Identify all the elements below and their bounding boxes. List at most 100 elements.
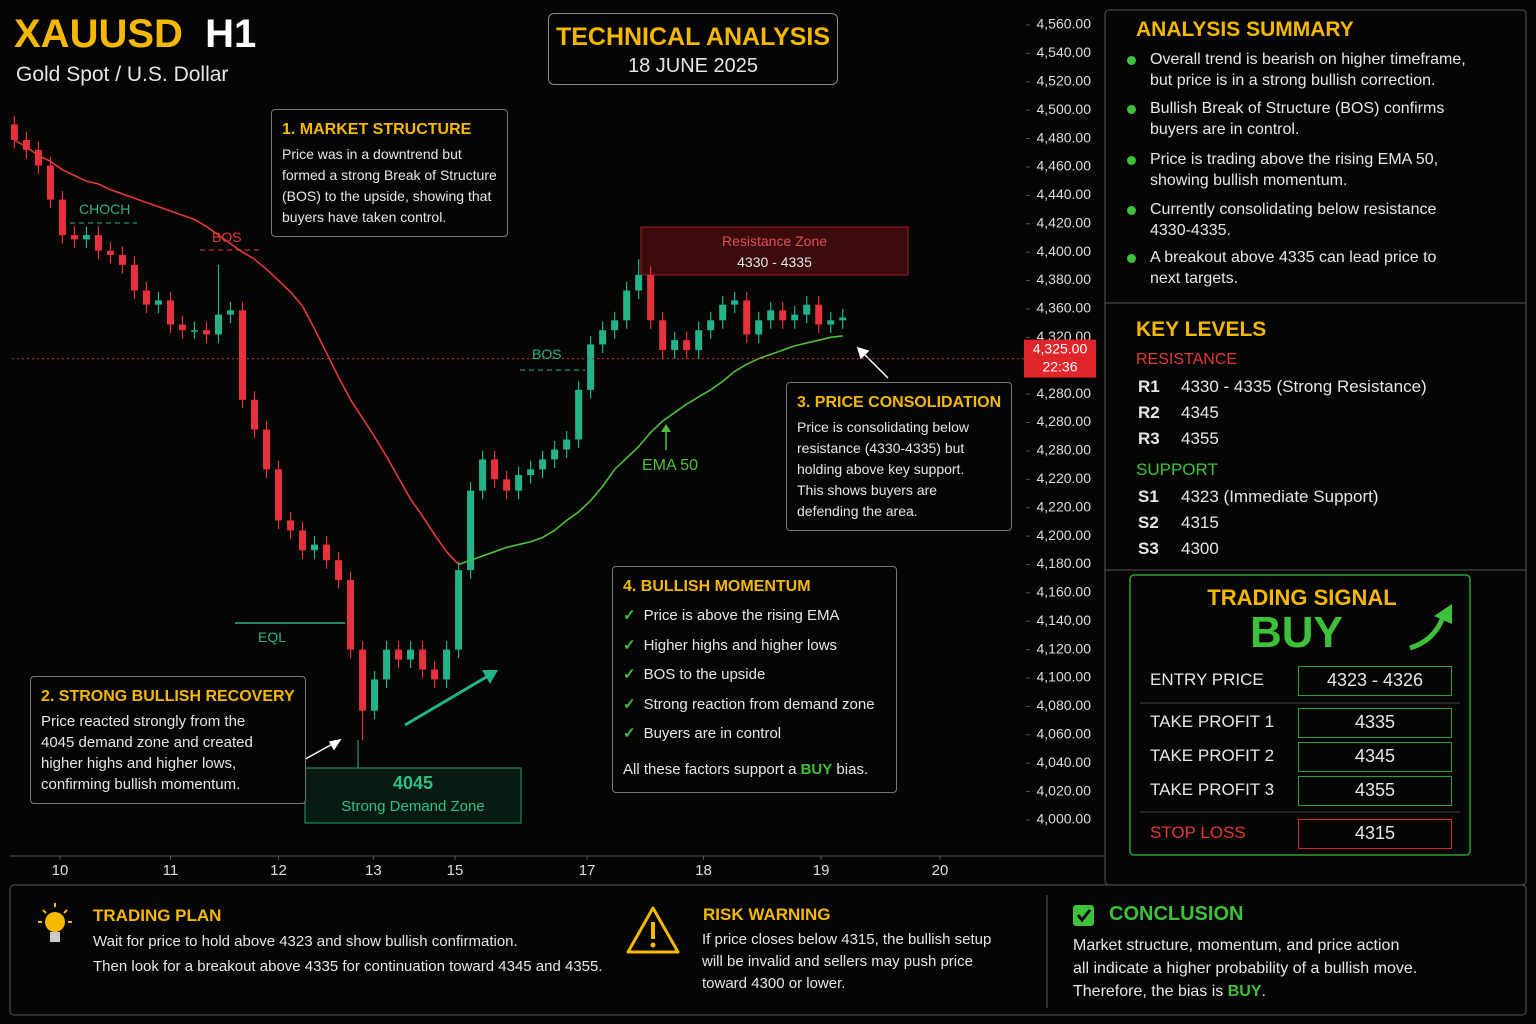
check-item: ✓ Buyers are in control [623, 725, 782, 742]
check-text: BOS to the upside [643, 666, 766, 683]
note-title: 4. BULLISH MOMENTUM [623, 578, 811, 595]
candle-body [46, 165, 54, 200]
risk-title: RISK WARNING [703, 905, 831, 924]
level-text: 4345 [1181, 403, 1219, 422]
ema-arrow-head [661, 424, 671, 432]
y-tick-label: 4,180.00 [1037, 555, 1092, 571]
signal-title: TRADING SIGNAL [1207, 585, 1397, 610]
summary-item: A breakout above 4335 can lead price to n… [1150, 247, 1436, 289]
y-tick-label: 4,500.00 [1037, 101, 1092, 117]
candle-body [827, 320, 835, 325]
line: next targets. [1150, 270, 1239, 287]
candle-body [647, 274, 655, 321]
plan-title: TRADING PLAN [93, 906, 222, 925]
y-tick-label: 4,420.00 [1037, 214, 1092, 230]
buy: BUY [1227, 983, 1262, 1000]
candle-body [443, 649, 451, 680]
y-tick-label: 4,480.00 [1037, 129, 1092, 145]
x-tick-label: 17 [579, 862, 596, 879]
risk-line: toward 4300 or lower. [702, 975, 846, 992]
line: A breakout above 4335 can lead price to [1150, 249, 1437, 266]
candle-body [683, 340, 691, 351]
candle-body [551, 449, 559, 460]
candle-body [539, 459, 547, 470]
check-icon [1073, 905, 1094, 926]
y-tick-label: 4,540.00 [1037, 44, 1092, 60]
signal-label: TAKE PROFIT 1 [1150, 712, 1275, 731]
candle-body [515, 475, 523, 491]
x-tick-label: 11 [163, 862, 179, 879]
y-tick-label: 4,460.00 [1037, 158, 1092, 174]
resistance-heading: RESISTANCE [1136, 351, 1238, 368]
candle-body [635, 274, 643, 291]
candle-body [659, 320, 667, 351]
signal-value: 4355 [1298, 776, 1452, 806]
key-levels-title: KEY LEVELS [1136, 318, 1267, 341]
y-tick-label: 4,280.00 [1037, 385, 1092, 401]
candle-body [275, 469, 283, 521]
summary-item: Price is trading above the rising EMA 50… [1150, 149, 1438, 191]
y-tick-label: 4,400.00 [1037, 243, 1092, 259]
candle-body [503, 479, 511, 491]
note-box: 4. BULLISH MOMENTUM ✓ Price is above the … [612, 566, 897, 793]
candle-body [94, 235, 102, 251]
bullet [1127, 254, 1136, 263]
candle-body [407, 649, 415, 660]
x-tick-label: 10 [52, 862, 69, 879]
note-line: confirming bullish momentum. [41, 776, 241, 793]
candle-body [130, 264, 138, 291]
y-tick-label: 4,280.00 [1037, 413, 1092, 429]
y-tick-label: 4,520.00 [1037, 72, 1092, 88]
conclusion-line: all indicate a higher probability of a b… [1073, 960, 1418, 977]
signal-value: 4335 [1298, 708, 1452, 738]
candle-body [383, 649, 391, 680]
title: TECHNICAL ANALYSIS [555, 23, 831, 51]
y-tick-label: 4,560.00 [1037, 16, 1092, 32]
candle-body [479, 459, 487, 491]
note-box: 2. STRONG BULLISH RECOVERY Price reacted… [30, 676, 306, 804]
level-text: 4323 (Immediate Support) [1181, 487, 1379, 506]
candle-body [106, 250, 114, 255]
candle-body [34, 149, 42, 166]
note-title: 1. MARKET STRUCTURE [282, 121, 472, 138]
check-item: ✓ Strong reaction from demand zone [623, 695, 875, 713]
note-title: 3. PRICE CONSOLIDATION [797, 394, 1002, 411]
candle-body [695, 330, 703, 351]
moving-average [458, 335, 843, 566]
candle-body [311, 544, 319, 551]
title-box: TECHNICAL ANALYSIS 18 JUNE 2025 [548, 13, 838, 85]
candle-body [178, 324, 186, 331]
candle-body [491, 459, 499, 480]
text: Therefore, the bias is [1073, 983, 1228, 1000]
candle-body [190, 330, 198, 332]
note-line: This shows buyers are [797, 482, 938, 498]
plan-line: Wait for price to hold above 4323 and sh… [93, 933, 518, 950]
trend-arrow [404, 674, 489, 727]
note-line: holding above key support. [797, 461, 965, 477]
date: 18 JUNE 2025 [627, 55, 759, 77]
bos-label: BOS [532, 346, 562, 362]
demand-level: 4045 [392, 773, 434, 793]
level-id: R1 [1138, 377, 1160, 396]
candle-body [335, 560, 343, 581]
level-text: 4300 [1181, 539, 1219, 558]
note-title: 2. STRONG BULLISH RECOVERY [41, 688, 295, 705]
level-text: 4355 [1181, 429, 1219, 448]
y-tick-label: 4,220.00 [1037, 498, 1092, 514]
bullet [1127, 206, 1136, 215]
y-tick-label: 4,220.00 [1037, 470, 1092, 486]
x-tick-label: 15 [447, 862, 464, 879]
y-tick-label: 4,140.00 [1037, 612, 1092, 628]
conclusion-line: Market structure, momentum, and price ac… [1073, 937, 1400, 954]
x-tick-label: 12 [270, 862, 287, 879]
footer-border [9, 884, 1527, 1016]
y-tick-label: 4,060.00 [1037, 726, 1092, 742]
candle-body [82, 235, 90, 240]
warning-icon [626, 906, 680, 954]
line: showing bullish momentum. [1150, 172, 1348, 189]
y-tick-label: 4,360.00 [1037, 300, 1092, 316]
support-heading: SUPPORT [1136, 460, 1218, 479]
candle-body [359, 649, 367, 711]
candle-body [70, 235, 78, 240]
candle-body [719, 304, 727, 321]
